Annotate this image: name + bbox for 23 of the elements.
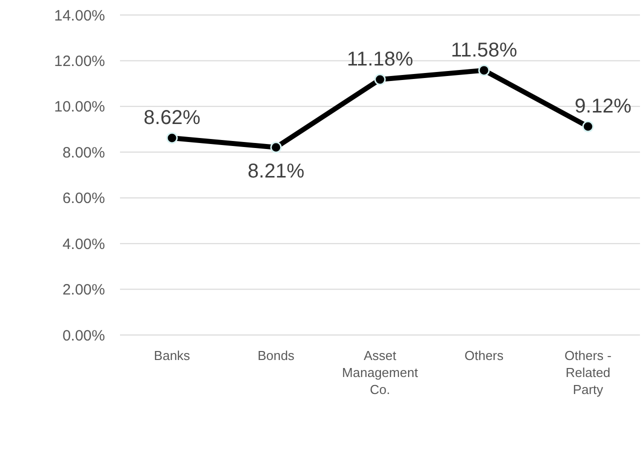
y-tick-label: 4.00% bbox=[62, 236, 105, 253]
point bbox=[582, 120, 594, 132]
y-tick-label: 10.00% bbox=[54, 98, 105, 116]
y-tick-label: 0.00% bbox=[62, 327, 105, 344]
y-tick-label: 12.00% bbox=[54, 52, 105, 70]
data-label: 8.62% bbox=[144, 106, 201, 129]
x-tick-label: Asset Management Co. bbox=[342, 348, 418, 397]
y-tick-label: 8.00% bbox=[62, 144, 105, 162]
y-tick-label: 6.00% bbox=[62, 190, 105, 208]
point bbox=[374, 74, 386, 86]
point bbox=[270, 142, 282, 154]
y-tick-label: 2.00% bbox=[62, 282, 105, 299]
point bbox=[166, 132, 178, 144]
data-label: 11.18% bbox=[346, 48, 414, 70]
x-tick-label: Banks bbox=[154, 348, 191, 363]
data-label: 11.58% bbox=[450, 39, 518, 62]
point bbox=[478, 64, 490, 76]
x-tick-label: Others - Related Party bbox=[564, 348, 612, 397]
data-label: 8.21% bbox=[248, 160, 305, 182]
x-tick-label: Others bbox=[464, 348, 504, 363]
data-label: 9.12% bbox=[574, 96, 632, 118]
x-tick-label: Bonds bbox=[258, 348, 295, 363]
y-tick-label: 14.00% bbox=[54, 7, 105, 24]
